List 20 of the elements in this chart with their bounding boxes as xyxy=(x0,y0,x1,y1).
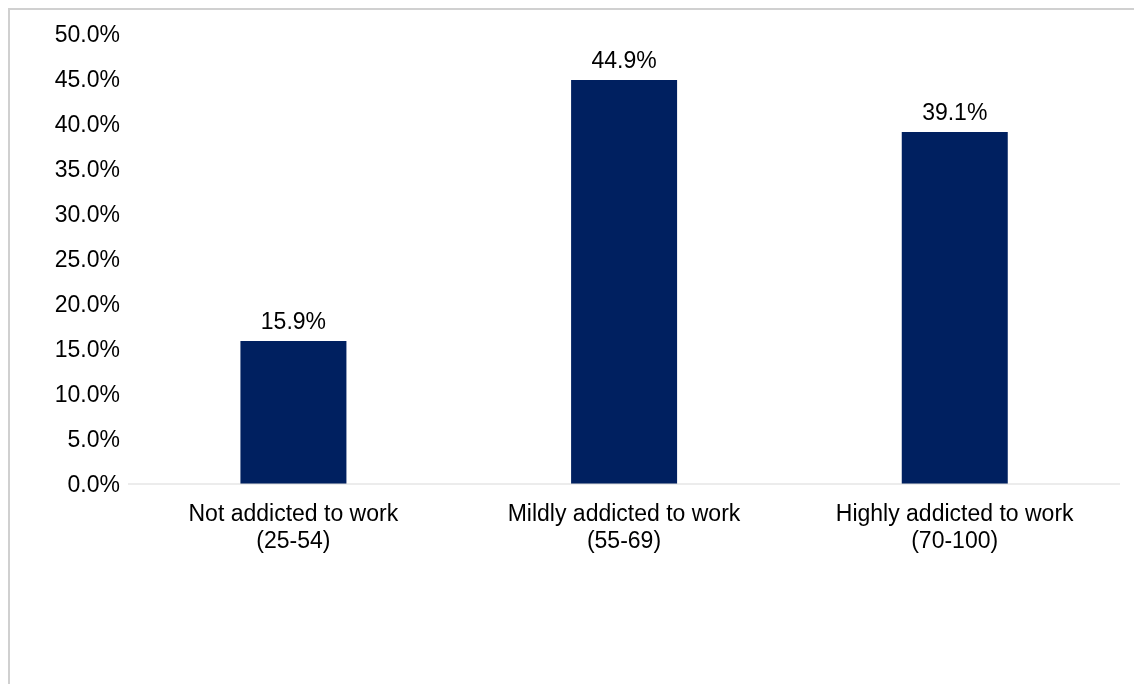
data-label: 44.9% xyxy=(591,46,657,73)
y-tick-label: 45.0% xyxy=(54,66,120,93)
y-tick-label: 15.0% xyxy=(54,336,120,363)
y-tick-label: 25.0% xyxy=(54,246,120,273)
y-tick-label: 10.0% xyxy=(54,381,120,408)
bar xyxy=(571,79,678,484)
bar xyxy=(901,132,1008,484)
y-tick-label: 50.0% xyxy=(54,21,120,48)
y-tick-label: 40.0% xyxy=(54,111,120,138)
x-tick-label: Mildly addicted to work (55-69) xyxy=(507,499,741,554)
x-tick-label: Highly addicted to work (70-100) xyxy=(835,499,1075,554)
y-tick-label: 5.0% xyxy=(67,426,120,453)
bar xyxy=(240,340,347,484)
y-tick-label: 30.0% xyxy=(54,201,120,228)
y-tick-label: 0.0% xyxy=(67,471,120,498)
y-tick-label: 35.0% xyxy=(54,156,120,183)
x-tick-label: Not addicted to work (25-54) xyxy=(188,499,399,554)
data-label: 15.9% xyxy=(260,307,327,334)
y-tick-label: 20.0% xyxy=(54,291,120,318)
data-label: 39.1% xyxy=(922,99,988,126)
